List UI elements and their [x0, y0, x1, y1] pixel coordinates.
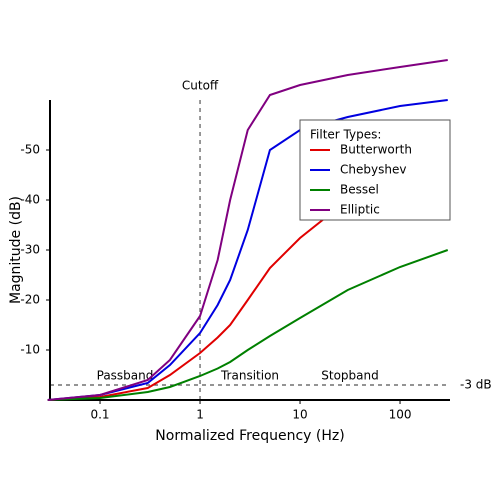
series-line — [47, 99, 448, 401]
y-tick-label: -30 — [20, 243, 40, 257]
legend-title: Filter Types: — [310, 128, 381, 142]
legend-label: Elliptic — [340, 203, 380, 217]
y-tick-label: -40 — [20, 193, 40, 207]
y-tick-label: -20 — [20, 293, 40, 307]
legend-label: Bessel — [340, 183, 379, 197]
series-line — [47, 59, 448, 401]
x-tick-label: 100 — [389, 408, 412, 422]
region-label: Stopband — [321, 369, 378, 383]
y-tick-label: -50 — [20, 143, 40, 157]
legend-label: Butterworth — [340, 143, 412, 157]
region-label: Transition — [220, 369, 279, 383]
x-tick-label: 1 — [196, 408, 204, 422]
legend: Filter Types:Butterworth Chebyshev Bessel E… — [299, 119, 451, 221]
y-tick-label: -10 — [20, 343, 40, 357]
legend-label: Chebyshev — [340, 163, 406, 177]
x-axis-label: Normalized Frequency (Hz) — [155, 428, 344, 444]
x-tick-label: 0.1 — [90, 408, 109, 422]
reference-label: -3 dB — [460, 378, 492, 392]
x-tick-label: 10 — [292, 408, 307, 422]
series-line — [47, 249, 449, 401]
region-label: Passband — [97, 369, 154, 383]
y-axis-label: Magnitude (dB) — [8, 196, 24, 304]
cutoff-label: Cutoff — [182, 79, 219, 93]
